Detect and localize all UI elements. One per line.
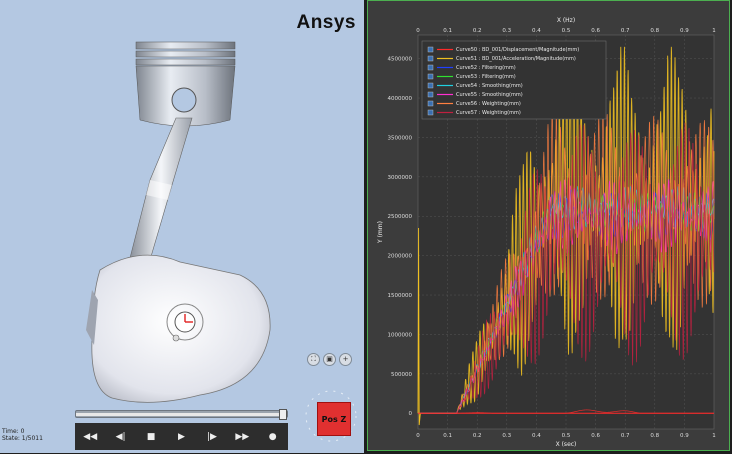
nav-cube-arrows[interactable] xyxy=(303,388,359,444)
y-tick-label: 500000 xyxy=(391,372,412,378)
legend-entry: Curve50 : BD_001/Displacement/Magnitude(… xyxy=(456,47,579,53)
legend-box xyxy=(421,40,607,120)
top-x-axis-label: X (Hz) xyxy=(557,17,575,24)
top-x-tick-label: 0.6 xyxy=(591,28,600,34)
time-value: Time: 0 xyxy=(2,428,25,435)
chart-panel: 0 0 0.1 0.1 0.2 0.2 0.3 0.3 0.4 0.4 0.5 0.5 0.6 0.6 0.… xyxy=(367,0,730,451)
3d-viewport[interactable]: Ansys xyxy=(0,0,364,453)
initial-spike xyxy=(417,228,421,426)
y-tick-label: 4000000 xyxy=(388,96,413,102)
state-value: State: 1/5011 xyxy=(2,435,43,442)
legend-entry: Curve55 : Smoothing(mm) xyxy=(456,92,523,98)
y-tick-label: 0 xyxy=(409,411,413,417)
x-tick-label: 0.5 xyxy=(562,433,571,439)
legend-entry: Curve51 : BD_001/Acceleration/Magnitude(… xyxy=(456,56,576,62)
top-x-tick-label: 0 xyxy=(416,28,420,34)
x-tick-label: 0.9 xyxy=(680,433,689,439)
step-back-icon[interactable]: ◀| xyxy=(115,431,126,442)
top-x-tick-label: 1 xyxy=(712,28,716,34)
legend-checkbox xyxy=(427,82,434,89)
y-tick-label: 1000000 xyxy=(388,332,413,338)
x-axis-label: X (sec) xyxy=(556,441,577,448)
series-line xyxy=(418,122,715,414)
legend-checkbox xyxy=(427,46,434,53)
x-tick-label: 0.8 xyxy=(650,433,659,439)
y-tick-label: 2500000 xyxy=(388,214,413,220)
top-x-tick-label: 0.4 xyxy=(532,28,541,34)
y-axis-label: Y (mm) xyxy=(377,221,384,244)
piston-head xyxy=(135,41,236,127)
frame-icon[interactable]: ▣ xyxy=(323,353,336,366)
x-tick-label: 0.7 xyxy=(621,433,630,439)
legend-entry: Curve53 : Filtering(mm) xyxy=(456,74,516,80)
x-tick-label: 0.1 xyxy=(443,433,452,439)
timeline-slider[interactable] xyxy=(75,409,288,420)
zoom-in-icon[interactable]: + xyxy=(339,353,352,366)
connecting-rod xyxy=(129,117,193,261)
fast-forward-icon[interactable]: ▶▶ xyxy=(235,431,250,442)
legend-checkbox xyxy=(427,109,434,116)
y-tick-label: 2000000 xyxy=(388,254,413,260)
legend-entry: Curve56 : Weighting(mm) xyxy=(456,101,521,107)
piston-model[interactable] xyxy=(0,0,364,453)
stop-icon[interactable]: ■ xyxy=(146,431,156,442)
timeline-thumb[interactable] xyxy=(279,409,287,420)
legend-checkbox xyxy=(427,100,434,107)
x-tick-label: 0.4 xyxy=(532,433,541,439)
legend-checkbox xyxy=(427,73,434,80)
top-x-tick-label: 0.1 xyxy=(443,28,452,34)
nav-cube[interactable]: Pos Z xyxy=(317,402,351,436)
x-tick-label: 0.6 xyxy=(591,433,600,439)
legend-entry: Curve52 : Filtering(mm) xyxy=(456,65,516,71)
legend-checkbox xyxy=(427,91,434,98)
step-forward-icon[interactable]: |▶ xyxy=(206,431,217,442)
legend-entry: Curve57 : Weighting(mm) xyxy=(456,110,521,116)
legend-entry: Curve54 : Smoothing(mm) xyxy=(456,83,523,89)
x-tick-label: 1 xyxy=(712,433,716,439)
top-x-tick-label: 0.9 xyxy=(680,28,689,34)
top-x-tick-label: 0.3 xyxy=(502,28,511,34)
y-tick-label: 3500000 xyxy=(388,135,413,141)
top-x-tick-label: 0.5 xyxy=(562,28,571,34)
x-tick-label: 0 xyxy=(416,433,420,439)
top-x-tick-label: 0.2 xyxy=(473,28,482,34)
y-tick-label: 4500000 xyxy=(388,57,413,63)
ansys-logo: Ansys xyxy=(296,12,356,33)
rewind-icon[interactable]: ◀◀ xyxy=(83,431,98,442)
legend-checkbox xyxy=(427,64,434,71)
time-readout: Time: 0 State: 1/5011 xyxy=(2,428,43,442)
playback-controls: ◀◀ ◀| ■ ▶ |▶ ▶▶ ● xyxy=(75,423,288,450)
view-toolbar: ⛶ ▣ + xyxy=(307,353,352,366)
crankshaft xyxy=(86,254,271,403)
record-icon[interactable]: ● xyxy=(268,431,277,442)
legend-checkbox xyxy=(427,55,434,62)
top-x-tick-label: 0.7 xyxy=(621,28,630,34)
top-x-tick-label: 0.8 xyxy=(650,28,659,34)
timeline-fill xyxy=(76,413,281,416)
curve-plot[interactable]: 0 0 0.1 0.1 0.2 0.2 0.3 0.3 0.4 0.4 0.5 0.5 0.6 0.6 0.… xyxy=(368,1,729,450)
play-icon[interactable]: ▶ xyxy=(178,431,185,442)
x-tick-label: 0.2 xyxy=(473,433,482,439)
x-tick-label: 0.3 xyxy=(502,433,511,439)
y-tick-label: 3000000 xyxy=(388,175,413,181)
y-tick-label: 1500000 xyxy=(388,293,413,299)
series-line xyxy=(418,46,715,414)
fit-view-icon[interactable]: ⛶ xyxy=(307,353,320,366)
